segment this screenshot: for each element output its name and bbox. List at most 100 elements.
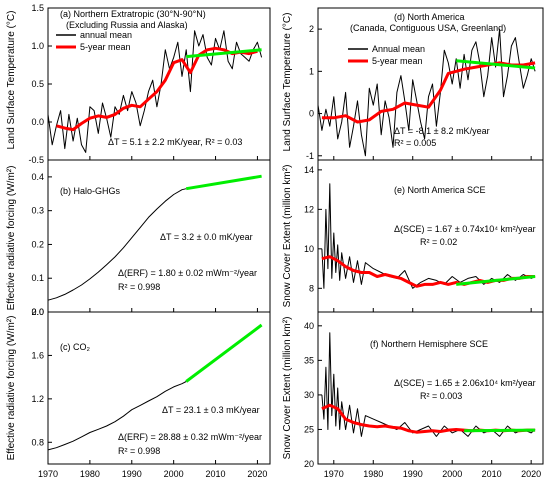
panel-a-legend-5yr: 5-year mean <box>80 42 131 52</box>
panel-f-xtick-label: 1970 <box>324 469 344 479</box>
panel-f-lines <box>321 332 536 437</box>
panel-d-ytick-label: -1 <box>306 151 314 161</box>
panel-b-ytick-label: 0.3 <box>31 206 44 216</box>
panel-b-ytick-label: 0.4 <box>31 172 44 182</box>
panel-c-xtick-label: 2010 <box>206 469 226 479</box>
panel-f-annotation-1: Δ(SCE) = 1.65 ± 2.06x10⁴ km²/year <box>394 378 536 388</box>
panel-a-annotation: ΔT = 5.1 ± 2.2 mK/year, R² = 0.03 <box>108 137 242 147</box>
panel-c: 0.8 1.2 1.6 2.0 1970 1980 1990 2000 2010 2020 (c… <box>6 307 271 479</box>
panel-f-ytick-label: 25 <box>304 424 314 434</box>
panel-a-ytick-label: -0.5 <box>28 155 44 165</box>
panel-a-series-1 <box>56 46 258 132</box>
panel-d-ytick-label: 1 <box>309 66 314 76</box>
panel-e-annotation-2: R² = 0.02 <box>420 237 457 247</box>
panel-f-title: (f) Northern Hemisphere SCE <box>370 339 488 349</box>
panel-b-series-1 <box>185 174 262 191</box>
panel-c-yticks: 0.8 1.2 1.6 2.0 <box>31 307 52 447</box>
panel-b: 0.0 0.1 0.2 0.3 0.4 (b) Halo-GHGs ΔT = 3.2 ±… <box>6 159 271 317</box>
panel-f-annotation-2: R² = 0.003 <box>420 391 462 401</box>
panel-e-annotation-1: Δ(SCE) = 1.67 ± 0.74x10⁴ km²/year <box>394 224 536 234</box>
panel-c-series-1 <box>185 323 263 383</box>
panel-c-xticks: 1970 1980 1990 2000 2010 2020 <box>38 460 267 479</box>
panel-c-ytick-label: 2.0 <box>31 307 44 317</box>
panel-a-ytick-label: 1.5 <box>31 3 44 13</box>
panel-e-series-2 <box>456 275 536 286</box>
panel-c-frame <box>47 311 271 465</box>
panel-a-subtitle: (Excluding Russia and Alaska) <box>66 20 188 30</box>
panel-d-legend-5yr: 5-year mean <box>372 56 423 66</box>
panel-f-ytick-label: 40 <box>304 321 314 331</box>
panel-a-series-2 <box>186 48 262 59</box>
panel-a-ytick-label: 0.5 <box>31 79 44 89</box>
panel-d-legend-annual: Annual mean <box>372 44 425 54</box>
panel-f-ytick-label: 35 <box>304 355 314 365</box>
panel-c-ytick-label: 1.2 <box>31 394 44 404</box>
panel-e-title: (e) North America SCE <box>394 185 486 195</box>
panel-f-series-2 <box>464 428 536 433</box>
panel-f-xtick-label: 2020 <box>521 469 541 479</box>
panel-e-ytick-label: 14 <box>304 165 314 175</box>
panel-f-ytick-label: 20 <box>304 459 314 469</box>
panel-f: 20 25 30 35 40 1970 1980 1990 2000 2010 2020 (f) … <box>282 311 544 479</box>
panel-d-lines <box>317 28 536 160</box>
panel-d-title: (d) North America <box>394 12 465 22</box>
panel-c-lines <box>47 323 263 451</box>
panel-f-frame <box>317 311 544 465</box>
panel-b-annotation-2: Δ(ERF) = 1.80 ± 0.02 mWm⁻²/year <box>118 268 257 278</box>
panel-e-ytick-label: 10 <box>304 244 314 254</box>
panel-f-xtick-label: 2000 <box>442 469 462 479</box>
panel-c-xtick-label: 2000 <box>164 469 184 479</box>
panel-c-xtick-label: 1990 <box>122 469 142 479</box>
panel-d-series-0 <box>317 28 536 157</box>
panel-b-series-0 <box>47 188 187 301</box>
panel-d-subtitle: (Canada, Contiguous USA, Greenland) <box>350 23 506 33</box>
panel-b-ylabel: Effective radiative forcing (W/m²) <box>6 166 17 311</box>
panel-d-ytick-label: 2 <box>309 24 314 34</box>
panel-c-annotation-2: Δ(ERF) = 28.88 ± 0.32 mWm⁻²/year <box>118 432 262 442</box>
panel-e-series-0 <box>321 183 536 289</box>
panel-e-frame <box>317 159 544 313</box>
panel-a-title: (a) Northern Extratropic (30°N-90°N) <box>60 9 206 19</box>
panel-f-xticks: 1970 1980 1990 2000 2010 2020 <box>324 460 541 479</box>
panel-c-xtick-label: 1980 <box>80 469 100 479</box>
panel-c-ytick-label: 0.8 <box>31 437 44 447</box>
panel-f-ytick-label: 30 <box>304 390 314 400</box>
panel-e-lines <box>321 183 536 312</box>
panel-d-yticks: -1 0 1 2 <box>306 24 322 161</box>
panel-b-annotation-1: ΔT = 3.2 ± 0.0 mK/year <box>160 232 253 242</box>
panel-b-title: (b) Halo-GHGs <box>60 186 121 196</box>
panel-b-ytick-label: 0.2 <box>31 239 44 249</box>
panel-c-title: (c) CO₂ <box>60 342 90 352</box>
panel-d-ylabel: Land Surface Temperature (°C) <box>282 13 293 152</box>
panel-f-ylabel: Snow Cover Extent (million km²) <box>282 317 293 460</box>
panel-b-yticks: 0.0 0.1 0.2 0.3 0.4 <box>31 172 52 317</box>
panel-e-ytick-label: 8 <box>309 283 314 293</box>
panel-a-ytick-label: 0.0 <box>31 117 44 127</box>
panel-c-annotation-3: R² = 0.998 <box>118 446 160 456</box>
panel-e-ylabel: Snow Cover Extent (million km²) <box>282 165 293 308</box>
panel-f-yticks: 20 25 30 35 40 <box>304 321 322 469</box>
panel-a-lines <box>47 30 263 160</box>
panel-b-ytick-label: 0.1 <box>31 273 44 283</box>
panel-a-ylabel: Land Surface Temperature (°C) <box>6 11 17 150</box>
panel-e-yticks: 8 10 12 14 <box>304 165 322 293</box>
panel-a-ytick-label: 1.0 <box>31 41 44 51</box>
panel-c-ylabel: Effective radiative forcing (W/m²) <box>6 316 17 461</box>
panel-c-xtick-label: 1970 <box>38 469 58 479</box>
panel-a-legend-annual: annual mean <box>80 30 132 40</box>
panel-d-annotation-2: R² = 0.005 <box>394 138 436 148</box>
panel-c-ytick-label: 1.6 <box>31 350 44 360</box>
panel-b-annotation-3: R² = 0.998 <box>118 282 160 292</box>
panel-c-annotation-1: ΔT = 23.1 ± 0.3 mK/year <box>162 405 260 415</box>
panel-f-xtick-label: 1990 <box>403 469 423 479</box>
panel-d-ytick-label: 0 <box>309 109 314 119</box>
panel-f-xtick-label: 2010 <box>482 469 502 479</box>
panel-b-lines <box>47 174 262 312</box>
panel-d-series-2 <box>456 59 536 70</box>
panel-e-ytick-label: 12 <box>304 204 314 214</box>
panel-b-ytick-label: 0.0 <box>31 307 44 317</box>
panel-c-series-0 <box>47 381 187 451</box>
panel-f-xtick-label: 1980 <box>363 469 383 479</box>
panel-d-annotation-1: ΔT = -8.1 ± 8.2 mK/year <box>394 126 490 136</box>
